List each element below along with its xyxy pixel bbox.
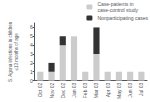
svg-text:0: 0 [30, 78, 33, 84]
svg-text:Dec 02: Dec 02 [60, 82, 66, 98]
svg-text:3: 3 [30, 51, 33, 57]
svg-text:Feb 03: Feb 03 [82, 82, 88, 98]
svg-text:6: 6 [30, 24, 33, 30]
svg-text:Case-patients in: Case-patients in [97, 1, 134, 7]
svg-text:1: 1 [30, 69, 33, 75]
svg-text:Jun 03: Jun 03 [127, 82, 133, 97]
svg-text:May 03: May 03 [116, 82, 122, 99]
svg-text:S. Agona infections in childre: S. Agona infections in children [8, 21, 13, 82]
svg-text:≤13 months of age: ≤13 months of age [14, 33, 19, 71]
svg-text:5: 5 [30, 33, 33, 39]
svg-text:4: 4 [30, 42, 33, 48]
svg-text:Mar 03: Mar 03 [93, 82, 99, 98]
svg-text:Nonparticipating cases: Nonparticipating cases [97, 15, 148, 21]
svg-text:Oct 02: Oct 02 [37, 82, 43, 97]
svg-text:2: 2 [30, 60, 33, 66]
svg-text:Jul 03: Jul 03 [138, 82, 144, 96]
svg-text:Nov 02: Nov 02 [49, 82, 55, 98]
svg-text:Apr 03: Apr 03 [105, 82, 111, 97]
svg-text:Jan 03: Jan 03 [71, 82, 77, 97]
svg-text:case-control study: case-control study [97, 7, 138, 13]
